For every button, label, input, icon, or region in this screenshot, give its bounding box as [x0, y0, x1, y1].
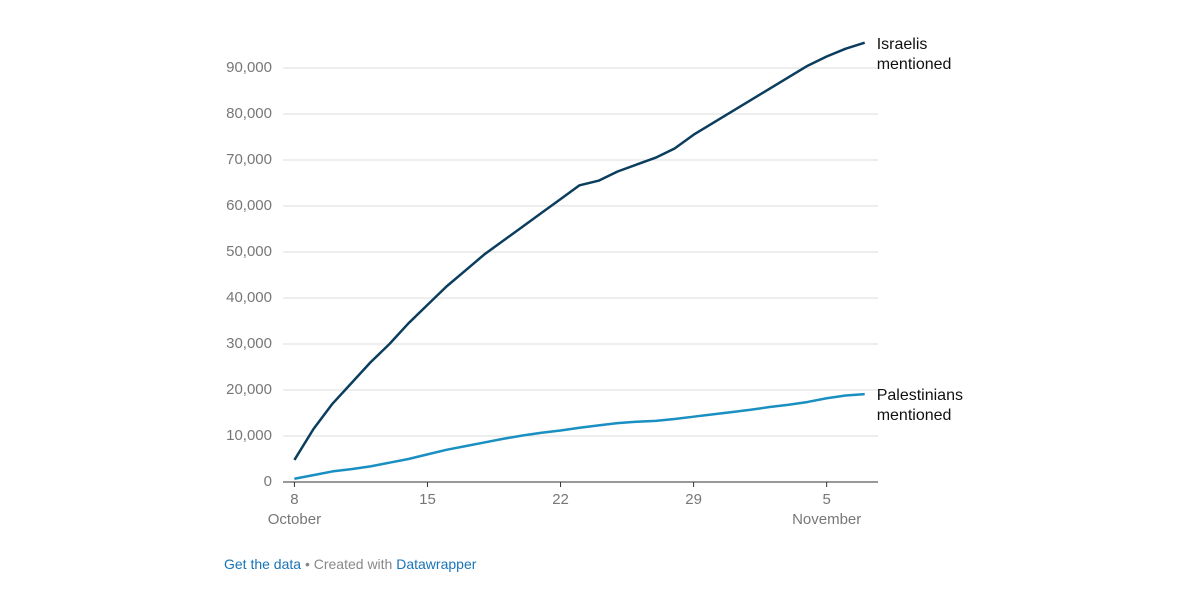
- credit: Created with: [313, 556, 393, 572]
- x-tick-label: 5: [823, 491, 831, 508]
- y-tick-label: 10,000: [226, 427, 272, 444]
- month-label: November: [792, 511, 861, 528]
- x-tick-label: 29: [685, 491, 702, 508]
- footer: Get the data • Created with Datawrapper: [224, 556, 476, 572]
- y-tick-label: 90,000: [226, 59, 272, 76]
- series-label: Israelis mentioned: [876, 35, 952, 73]
- x-tick-label: 8: [290, 491, 298, 508]
- get-data-link[interactable]: Get the data: [224, 556, 302, 572]
- month-label: October: [268, 511, 321, 528]
- y-tick-label: 20,000: [226, 381, 272, 398]
- x-tick-label: 15: [419, 491, 436, 508]
- series-line: [294, 392, 865, 481]
- separator: •: [304, 556, 310, 572]
- y-tick-label: 30,000: [226, 335, 272, 352]
- y-tick-label: 60,000: [226, 197, 272, 214]
- y-tick-label: 40,000: [226, 289, 272, 306]
- series-label: Palestinians mentioned: [876, 387, 963, 425]
- y-tick-label: 0: [264, 473, 272, 490]
- y-tick-label: 80,000: [226, 105, 272, 122]
- x-tick-label: 22: [552, 491, 569, 508]
- tool-link[interactable]: Datawrapper: [396, 556, 477, 572]
- series-line: [293, 41, 866, 461]
- y-tick-label: 50,000: [226, 243, 272, 260]
- y-tick-label: 70,000: [226, 151, 272, 168]
